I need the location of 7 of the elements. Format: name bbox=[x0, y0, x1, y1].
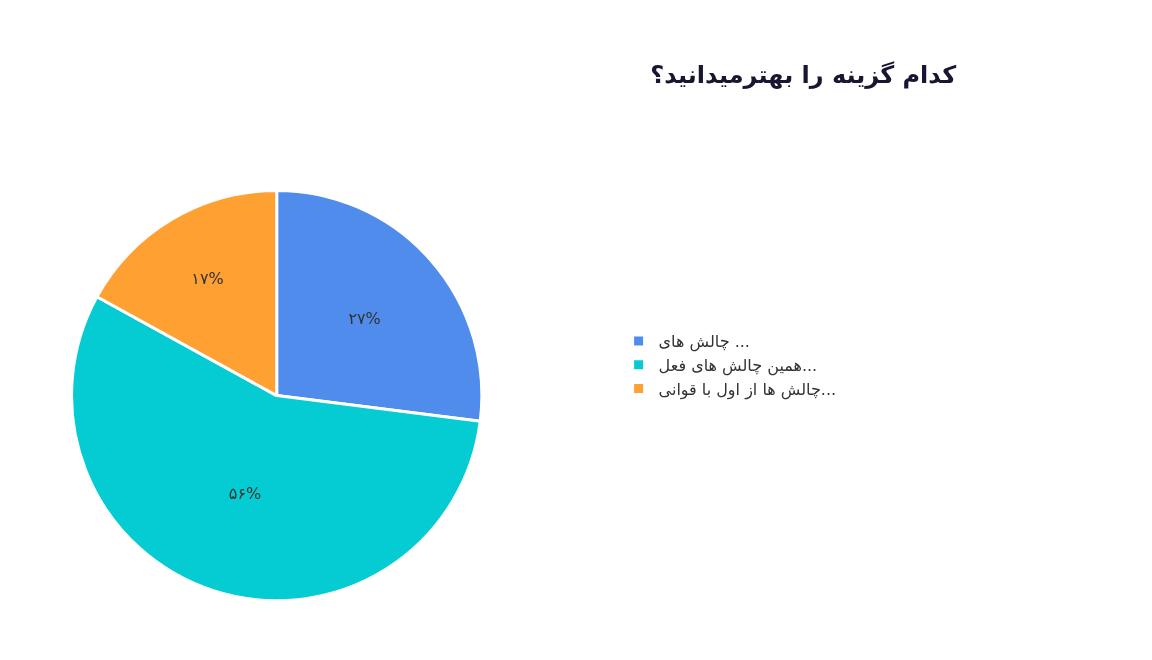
data-label: ۵۶% bbox=[228, 483, 262, 503]
legend-label: همین چالش های فعل... bbox=[658, 355, 818, 376]
data-label: ۲۷% bbox=[348, 308, 381, 328]
legend-label: چالش ها از اول با قوانی... bbox=[658, 379, 837, 400]
legend-label: چالش های ... bbox=[658, 332, 750, 353]
data-label: ۱۷% bbox=[191, 269, 224, 289]
chart-title: کدام گزینه را بهترمیدانید؟ bbox=[650, 60, 957, 89]
